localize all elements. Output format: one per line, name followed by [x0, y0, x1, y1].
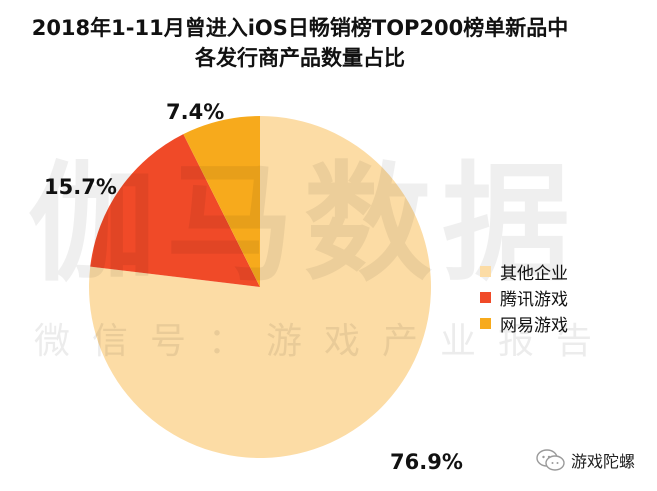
legend-item-other: 其他企业 [480, 258, 568, 284]
legend-item-netease: 网易游戏 [480, 310, 568, 336]
legend-swatch-netease [480, 317, 491, 329]
watermark-small: 微信号：游戏产业报告 [34, 321, 615, 362]
pie-slice-netease [183, 115, 260, 287]
pie-slice-tencent [90, 134, 260, 287]
chart-title-line-2: 各发行商产品数量占比 [195, 46, 405, 70]
slice-label-netease: 7.4% [166, 100, 225, 124]
wechat-icon [536, 449, 565, 471]
legend: 其他企业 腾讯游戏 网易游戏 [480, 258, 568, 336]
legend-label-other: 其他企业 [500, 263, 568, 284]
pie-slice-other [89, 116, 432, 459]
footer-text: 游戏陀螺 [571, 452, 636, 471]
legend-swatch-other [480, 265, 491, 277]
legend-label-netease: 网易游戏 [500, 315, 568, 336]
legend-swatch-tencent [480, 291, 491, 303]
slice-label-other: 76.9% [390, 450, 463, 474]
watermark-large: 伽马数据 [28, 150, 581, 299]
legend-item-tencent: 腾讯游戏 [480, 284, 568, 310]
legend-label-tencent: 腾讯游戏 [500, 289, 568, 310]
chart-title-line-1: 2018年1-11月曾进入iOS日畅销榜TOP200榜单新品中 [31, 16, 569, 40]
footer-badge: 游戏陀螺 [536, 448, 635, 472]
slice-label-tencent: 15.7% [44, 175, 117, 199]
